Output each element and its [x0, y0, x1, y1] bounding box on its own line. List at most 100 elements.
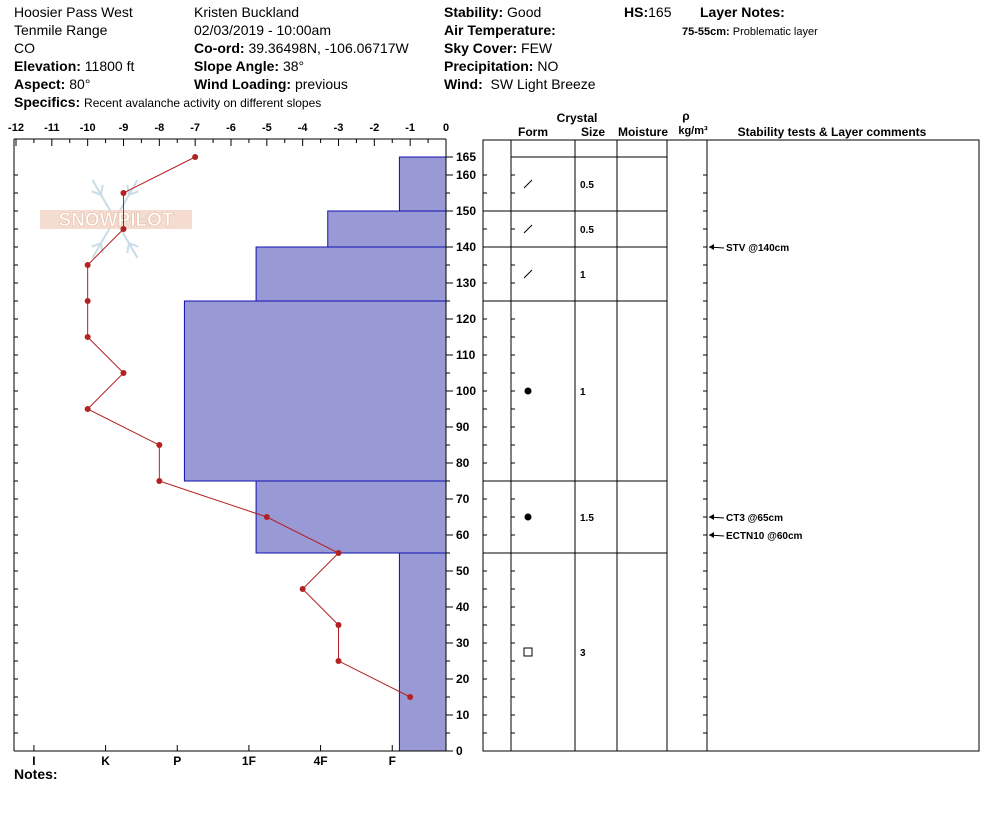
- temp-tick-label: -2: [369, 122, 379, 134]
- slope-angle: Slope Angle: 38°: [194, 58, 305, 74]
- height-tick-label: 165: [456, 150, 476, 164]
- hs: HS:165: [624, 4, 672, 20]
- hardness-label: P: [173, 754, 181, 768]
- temp-tick-label: -4: [298, 122, 309, 134]
- hardness-profile: [183, 156, 447, 752]
- temp-tick-label: -11: [44, 122, 59, 134]
- layer-size: 0.5: [580, 225, 594, 236]
- stability-tests: STV @140cm CT3 @65cm ECTN10 @60cm: [708, 243, 803, 542]
- test-arrowhead: [709, 514, 714, 520]
- logo-band: [40, 210, 192, 229]
- stability-header: Stability tests & Layer comments: [738, 125, 927, 139]
- temp-tick-label: 0: [443, 122, 449, 134]
- temperature-axis: -12 -11 -10 -9 -8 -7 -6 -5 -4 -3 -2 -1 0: [8, 122, 449, 146]
- form-header: Form: [518, 125, 548, 139]
- layer-size: 1.5: [580, 513, 594, 524]
- height-tick-label: 0: [456, 744, 463, 758]
- hardness-layer: [398, 552, 447, 752]
- range: Tenmile Range: [14, 22, 108, 38]
- observer: Kristen Buckland: [194, 4, 300, 20]
- stability: Stability: Good: [444, 4, 542, 20]
- elevation: Elevation: 11800 ft: [14, 58, 135, 74]
- hardness-label: 4F: [314, 754, 328, 768]
- test-arrowhead: [709, 244, 714, 250]
- state: CO: [14, 40, 35, 56]
- height-axis: 0 10 20 30 40 50 60 70 80 90 100 110 120 130 140 150 160…: [14, 150, 476, 758]
- height-tick-label: 100: [456, 384, 476, 398]
- temperature-point: [84, 406, 91, 412]
- layer-size: 0.5: [580, 180, 594, 191]
- height-tick-label: 20: [456, 672, 470, 686]
- temperature-point: [407, 694, 414, 700]
- temperature-point: [120, 190, 127, 196]
- precipitation: Precipitation: NO: [444, 58, 559, 74]
- sky-cover: Sky Cover: FEW: [444, 40, 553, 56]
- specifics: Specifics: Recent avalanche activity on …: [14, 94, 322, 110]
- temperature-point: [84, 298, 91, 304]
- form-symbol-slash: [523, 224, 533, 234]
- temp-tick-label: -12: [8, 122, 24, 134]
- height-tick-label: 140: [456, 240, 476, 254]
- snowflake-branch: [91, 242, 102, 248]
- height-tick-label: 150: [456, 204, 476, 218]
- form-symbol-dot: [524, 513, 532, 521]
- wind: Wind: SW Light Breeze: [444, 76, 596, 92]
- temp-tick-label: -8: [154, 122, 164, 134]
- hardness-layer: [398, 156, 447, 212]
- height-tick-label: 80: [456, 456, 470, 470]
- temp-tick-label: -1: [405, 122, 415, 134]
- snowflake-branch: [100, 184, 104, 195]
- height-tick-label: 70: [456, 492, 470, 506]
- snowflake-branch: [91, 190, 102, 196]
- temperature-point: [84, 262, 91, 268]
- temp-tick-label: -6: [226, 122, 236, 134]
- test-label: CT3 @65cm: [726, 513, 783, 524]
- temperature-point: [299, 586, 306, 592]
- crystal-header: Crystal: [557, 111, 598, 125]
- layer-size: 3: [580, 648, 586, 659]
- height-tick-label: 10: [456, 708, 470, 722]
- snowflake-branch: [126, 243, 130, 254]
- temperature-point: [156, 478, 163, 484]
- temp-tick-label: -9: [119, 122, 129, 134]
- snowflake-branch: [100, 243, 104, 254]
- temperature-point: [192, 154, 199, 160]
- temperature-point: [335, 550, 342, 556]
- temperature-point: [335, 622, 342, 628]
- height-tick-label: 120: [456, 312, 476, 326]
- temperature-line: [86, 156, 411, 698]
- hardness-axis: I K P 1F 4F F: [32, 745, 396, 768]
- temperature-point: [120, 370, 127, 376]
- form-symbol-slash: [523, 179, 533, 189]
- table-border: [482, 139, 980, 752]
- height-tick-label: 160: [456, 168, 476, 182]
- snowpilot-logo: SNOWPILOT: [40, 179, 192, 259]
- aspect: Aspect: 80°: [14, 76, 91, 92]
- coordinates: Co-ord: 39.36498N, -106.06717W: [194, 40, 409, 56]
- hardness-layer: [255, 246, 447, 302]
- moisture-header: Moisture: [618, 125, 668, 139]
- snowflake-branch: [128, 242, 139, 248]
- hardness-layer: [327, 210, 447, 248]
- hardness-label: F: [389, 754, 396, 768]
- air-temperature: Air Temperature:: [444, 22, 556, 38]
- layer-table: Crystal Form Size Moisture ρ kg/m³ Stability t…: [482, 109, 980, 752]
- height-tick-label: 30: [456, 636, 470, 650]
- height-tick-label: 60: [456, 528, 470, 542]
- temperature-profile: [84, 154, 414, 700]
- temperature-point: [120, 226, 127, 232]
- size-header: Size: [581, 125, 605, 139]
- temperature-point: [156, 442, 163, 448]
- density-unit-header: kg/m³: [678, 125, 708, 137]
- logo-text: SNOWPILOT: [58, 210, 173, 231]
- height-tick-label: 40: [456, 600, 470, 614]
- height-tick-label: 130: [456, 276, 476, 290]
- layer-size: 1: [580, 270, 586, 281]
- snowflake-branch: [126, 184, 130, 195]
- form-symbol-dot: [524, 387, 532, 395]
- hardness-label: 1F: [242, 754, 256, 768]
- temperature-point: [335, 658, 342, 664]
- temp-tick-label: -5: [262, 122, 272, 134]
- form-symbol-square: [523, 647, 533, 657]
